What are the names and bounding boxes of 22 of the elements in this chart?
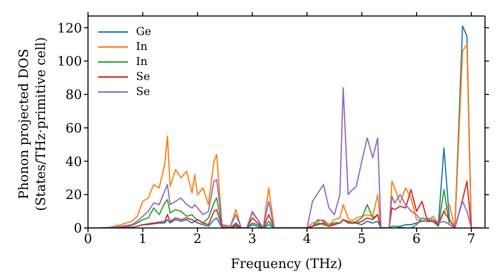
x-tick-label: 4 <box>302 232 312 248</box>
legend-label: Se <box>136 84 150 99</box>
x-tick-label: 2 <box>193 232 202 248</box>
y-axis-title: Phonon projected DOS (States/THz·primitive cell) <box>17 36 49 212</box>
y-tick-label: 100 <box>57 54 82 70</box>
y-tick-label: 20 <box>65 188 82 204</box>
x-tick-label: 3 <box>248 232 256 248</box>
x-tick-label: 1 <box>138 232 147 248</box>
y-tick-label: 40 <box>65 154 82 170</box>
legend-label: In <box>136 54 148 69</box>
x-tick-label: 6 <box>412 232 421 248</box>
x-tick-label: 0 <box>84 232 92 248</box>
x-tick-label: 5 <box>358 232 366 248</box>
y-tick-label: 120 <box>57 21 82 36</box>
legend-label: In <box>136 39 148 54</box>
y-tick-label: 0 <box>74 222 82 237</box>
x-axis-title: Frequency (THz) <box>230 257 342 272</box>
legend-label: Se <box>136 69 150 84</box>
x-tick-label: 7 <box>467 232 476 248</box>
legend-label: Ge <box>136 24 152 39</box>
y-tick-label: 80 <box>65 88 82 104</box>
y-tick-label: 60 <box>65 121 82 136</box>
